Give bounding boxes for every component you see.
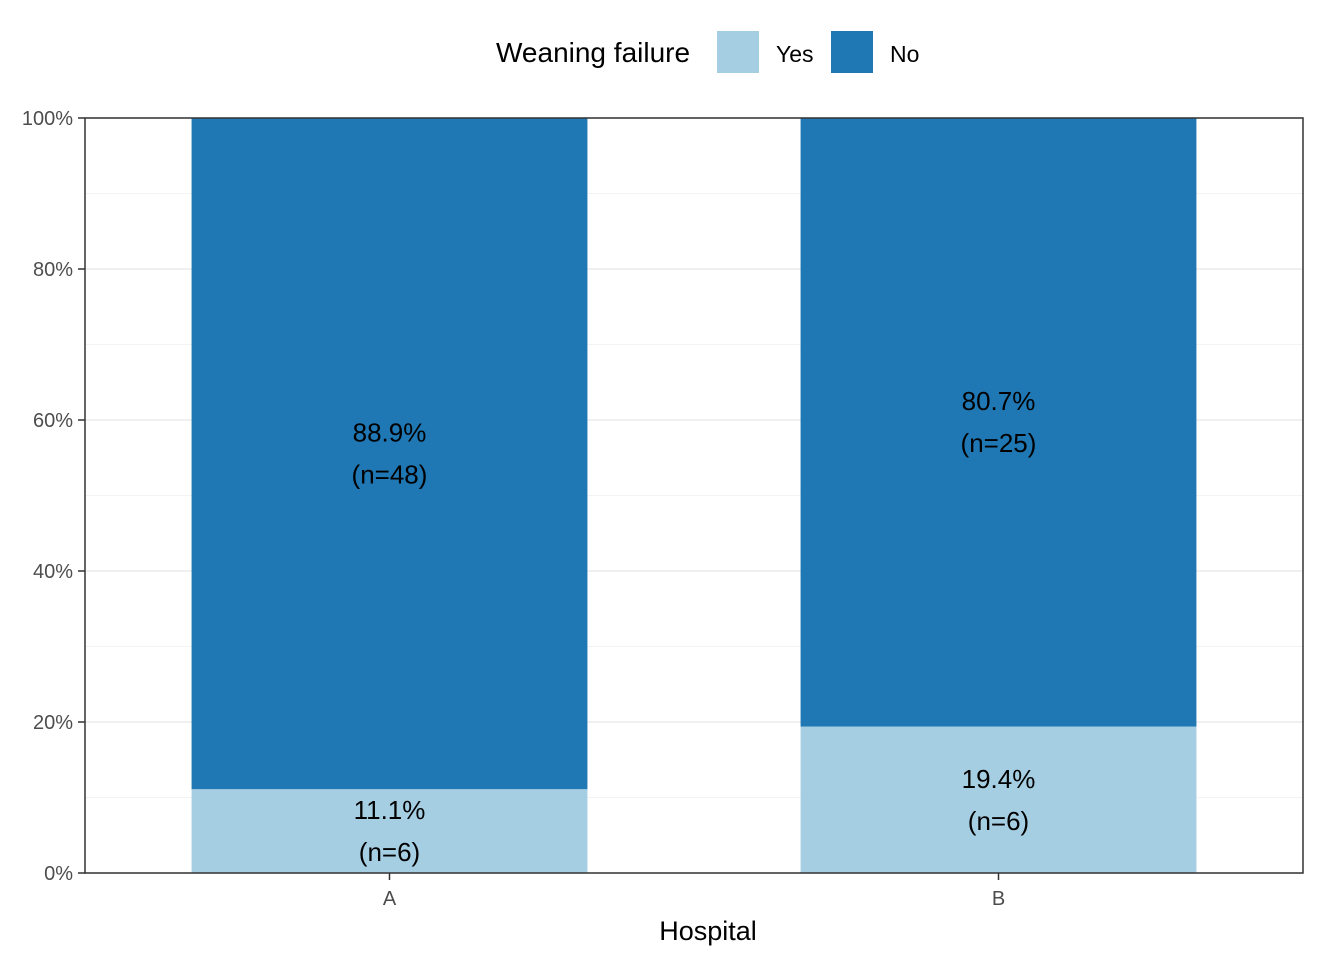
legend-label-no: No (890, 41, 920, 67)
data-label-count: (n=25) (961, 428, 1037, 458)
legend-swatch-no (831, 31, 873, 73)
data-label-percent: 88.9% (353, 418, 427, 448)
data-label-count: (n=6) (968, 806, 1029, 836)
x-axis-title: Hospital (659, 916, 757, 946)
legend: Weaning failure Yes No (0, 30, 1344, 76)
y-tick-label: 80% (33, 259, 73, 281)
bar-yes-b (800, 726, 1197, 873)
bar-no-a (191, 118, 588, 790)
y-tick-label: 20% (33, 712, 73, 734)
bar-no-b (800, 118, 1197, 727)
legend-label-yes: Yes (776, 41, 814, 67)
legend-title: Weaning failure (496, 37, 691, 68)
bars (191, 118, 1197, 873)
y-tick-label: 60% (33, 410, 73, 432)
y-tick-label: 100% (22, 108, 73, 130)
y-tick-label: 40% (33, 561, 73, 583)
y-tick-label: 0% (44, 863, 73, 885)
plot-panel-border (84, 117, 1304, 874)
data-label-percent: 11.1% (354, 795, 426, 825)
bar-yes-a (191, 789, 588, 873)
data-label-count: (n=6) (359, 837, 420, 867)
data-label-count: (n=48) (352, 460, 428, 490)
x-tick-label: B (992, 888, 1005, 910)
x-tick-label: A (383, 888, 397, 910)
legend-swatch-yes (717, 31, 759, 73)
y-axis: 0% 20% 40% 60% 80% 100% (22, 108, 85, 885)
bar-labels: 11.1% (n=6) 88.9% (n=48) 19.4% (n=6) 80.7% (n=2… (352, 386, 1037, 867)
data-label-percent: 80.7% (962, 386, 1036, 416)
data-label-percent: 19.4% (962, 764, 1036, 794)
